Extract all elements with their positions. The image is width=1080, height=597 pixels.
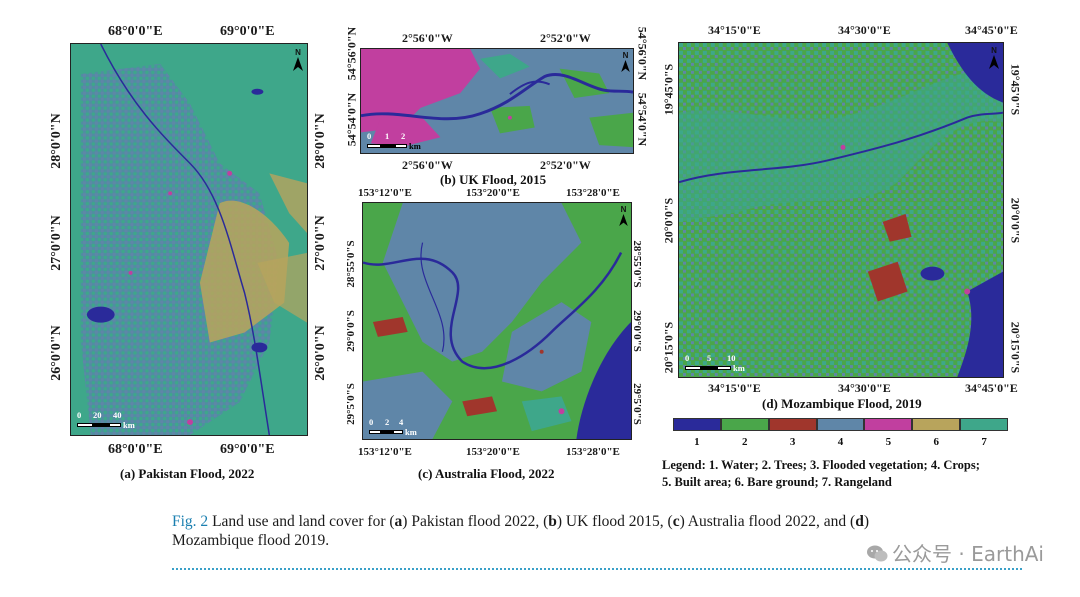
north-arrow-c: N (619, 205, 628, 226)
scale-bar-a: 0 20 40 km (77, 410, 135, 430)
panel-a-bottom-tick-1: 68°0'0"E (108, 442, 163, 457)
figure-caption: Fig. 2 Land use and land cover for (a) P… (172, 512, 1032, 550)
north-arrow-b: N (621, 51, 630, 72)
panel-c-right-tick-3: 29°5'0"S (631, 383, 643, 425)
watermark-text: 公众号 · EarthAi (892, 542, 1044, 566)
panel-c-top-tick-1: 153°12'0"E (358, 187, 412, 199)
legend-number-6: 6 (933, 436, 939, 448)
uk-map: N 0 1 2 km (360, 48, 634, 154)
scale-bar-b: 0 1 2 km (367, 131, 421, 151)
panel-c-bottom-tick-3: 153°28'0"E (566, 446, 620, 458)
panel-d-bottom-tick-3: 34°45'0"E (965, 381, 1018, 395)
panel-c-left-tick-2: 29°0'0"S (345, 310, 357, 352)
panel-d-bottom-tick-2: 34°30'0"E (838, 381, 891, 395)
panel-b-bottom-tick-1: 2°56'0"W (402, 158, 453, 172)
panel-d-top-tick-3: 34°45'0"E (965, 23, 1018, 37)
north-arrow-a: N (293, 48, 303, 71)
scale-bar-d: 0 5 10 km (685, 353, 745, 373)
wechat-icon (866, 544, 888, 569)
caption-text-1: Land use and land cover for ( (208, 513, 395, 530)
panel-a-bottom-tick-2: 69°0'0"E (220, 442, 275, 457)
panel-d-right-tick-2: 20°0'0"S (1008, 197, 1023, 244)
panel-c-right-tick-1: 28°55'0"S (631, 240, 643, 288)
caption-line-2: Mozambique flood 2019. (172, 532, 330, 549)
legend-line-2: 5. Built area; 6. Bare ground; 7. Rangel… (662, 475, 892, 489)
panel-a-top-tick-1: 68°0'0"E (108, 24, 163, 39)
panel-b-left-tick-2: 54°54'0"N (344, 92, 359, 147)
mozambique-map: N 0 5 10 km (678, 42, 1004, 378)
caption-ref-b: b (548, 513, 557, 530)
panel-c-right-tick-2: 29°0'0"S (631, 310, 643, 352)
panel-a-right-tick-3: 26°0'0"N (313, 325, 328, 381)
panel-c-top-tick-2: 153°20'0"E (466, 187, 520, 199)
panel-a-right-tick-1: 28°0'0"N (313, 113, 328, 169)
panel-d-top-tick-2: 34°30'0"E (838, 23, 891, 37)
caption-separator (172, 568, 1022, 570)
legend-swatch-2 (720, 418, 769, 431)
legend-number-1: 1 (694, 436, 700, 448)
caption-ref-d: d (855, 513, 864, 530)
panel-d-right-tick-3: 20°15'0"S (1008, 321, 1023, 374)
pakistan-map: N 0 20 40 km (70, 43, 308, 436)
legend-number-5: 5 (885, 436, 892, 448)
legend-number-7: 7 (981, 436, 987, 448)
legend-swatch-5 (864, 418, 913, 431)
legend-line-1: Legend: 1. Water; 2. Trees; 3. Flooded v… (662, 458, 980, 472)
panel-b-top-tick-1: 2°56'0"W (402, 31, 453, 45)
panel-d-bottom-tick-1: 34°15'0"E (708, 381, 761, 395)
north-arrow-d: N (989, 46, 999, 69)
panel-d-right-tick-1: 19°45'0"S (1008, 63, 1023, 116)
legend-number-3: 3 (789, 436, 796, 448)
figure-label: Fig. 2 (172, 513, 209, 530)
watermark: 公众号 · EarthAi (866, 538, 1044, 569)
panel-a-right-tick-2: 27°0'0"N (313, 215, 328, 271)
panel-c-caption: (c) Australia Flood, 2022 (418, 466, 555, 481)
legend-swatch-1 (673, 418, 721, 431)
caption-ref-c: c (672, 513, 680, 530)
legend-color-bar: 1 2 3 4 5 6 7 (673, 418, 1008, 454)
panel-a-left-tick-3: 26°0'0"N (49, 325, 64, 381)
panel-a-top-tick-2: 69°0'0"E (220, 24, 275, 39)
panel-d-left-tick-3: 20°15'0"S (661, 321, 676, 374)
caption-text-5: ) (863, 513, 870, 530)
panel-a-left-tick-2: 27°0'0"N (49, 215, 64, 271)
panel-c-left-tick-1: 28°55'0"S (345, 240, 357, 288)
australia-map: N 0 2 4 km (362, 202, 632, 440)
caption-text-4: ) Australia flood 2022, and ( (679, 513, 856, 530)
caption-text-2: ) Pakistan flood 2022, ( (402, 513, 549, 530)
caption-ref-a: a (394, 513, 403, 530)
panel-c-bottom-tick-1: 153°12'0"E (358, 446, 412, 458)
panel-d-top-tick-1: 34°15'0"E (708, 23, 761, 37)
panel-b-bottom-tick-2: 2°52'0"W (540, 158, 591, 172)
panel-c-left-tick-3: 29°5'0"S (345, 383, 357, 425)
panel-c-top-tick-3: 153°28'0"E (566, 187, 620, 199)
legend-swatch-7 (960, 418, 1008, 431)
legend-swatch-3 (768, 418, 817, 431)
legend-swatch-4 (816, 418, 865, 431)
panel-a-caption: (a) Pakistan Flood, 2022 (120, 466, 255, 481)
panel-b-top-tick-2: 2°52'0"W (540, 31, 591, 45)
caption-text-3: ) UK flood 2015, ( (556, 513, 673, 530)
legend-number-2: 2 (742, 436, 748, 448)
panel-c-bottom-tick-2: 153°20'0"E (466, 446, 520, 458)
panel-d-left-tick-1: 19°45'0"S (661, 63, 676, 116)
scale-bar-c: 0 2 4 km (369, 417, 417, 437)
panel-b-caption: (b) UK Flood, 2015 (440, 172, 547, 187)
panel-d-left-tick-2: 20°0'0"S (661, 197, 676, 244)
legend-text: Legend: 1. Water; 2. Trees; 3. Flooded v… (662, 457, 1062, 491)
panel-b-right-tick-2: 54°54'0"N (635, 92, 650, 147)
panel-a-left-tick-1: 28°0'0"N (49, 113, 64, 169)
legend-swatch-6 (912, 418, 961, 431)
legend-number-4: 4 (837, 436, 844, 448)
panel-d-caption: (d) Mozambique Flood, 2019 (762, 396, 922, 411)
